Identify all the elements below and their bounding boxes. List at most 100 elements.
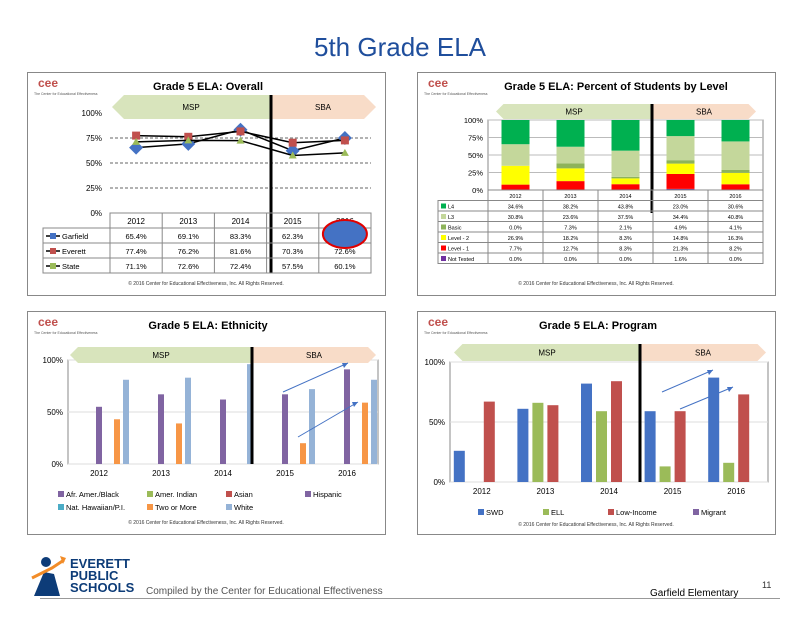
table-cell: 18.2% bbox=[563, 236, 579, 242]
category-label: 2013 bbox=[564, 194, 576, 200]
series-name: Basic bbox=[448, 226, 462, 232]
legend-marker bbox=[543, 509, 549, 515]
y-tick-label: 0% bbox=[433, 478, 445, 487]
sba-label: SBA bbox=[306, 351, 323, 360]
y-tick-label: 100% bbox=[43, 356, 63, 365]
bar bbox=[674, 411, 686, 482]
level-chart-panel: cee The Center for Educational Effectiven… bbox=[417, 72, 776, 296]
bar bbox=[517, 408, 529, 482]
logo-line-1: EVERETT bbox=[70, 556, 130, 571]
sba-label: SBA bbox=[696, 108, 713, 117]
table-cell: 7.3% bbox=[564, 226, 577, 232]
bar bbox=[708, 377, 720, 482]
overall-chart-panel: cee The Center for Educational Effectiven… bbox=[27, 72, 386, 296]
msp-arrow bbox=[454, 344, 640, 361]
table-cell: 8.3% bbox=[619, 247, 632, 253]
table-cell: 8.3% bbox=[619, 236, 632, 242]
overall-chart: cee The Center for Educational Effectiven… bbox=[34, 76, 376, 287]
data-point bbox=[184, 136, 193, 144]
stacked-bar-segment bbox=[556, 163, 585, 169]
table-cell: 62.3% bbox=[282, 232, 304, 241]
everett-logo-text: EVERETT PUBLIC SCHOOLS bbox=[70, 556, 134, 594]
cee-logo: cee bbox=[428, 315, 448, 329]
legend-marker bbox=[478, 509, 484, 515]
msp-arrow bbox=[496, 104, 652, 119]
page-title: 5th Grade ELA bbox=[314, 32, 486, 62]
table-cell: 60.1% bbox=[334, 262, 356, 271]
series-name: State bbox=[62, 262, 80, 271]
ethnicity-chart-panel: cee The Center for Educational Effectiven… bbox=[27, 311, 386, 535]
table-cell: 69.1% bbox=[178, 232, 200, 241]
series-name: Garfield bbox=[62, 232, 88, 241]
legend-marker bbox=[608, 509, 614, 515]
trend-arrowhead bbox=[352, 402, 358, 407]
cee-logo: cee bbox=[38, 315, 58, 329]
legend-marker bbox=[226, 491, 232, 497]
legend-marker bbox=[226, 504, 232, 510]
legend-marker bbox=[441, 203, 446, 209]
compiled-by: Compiled by the Center for Educational E… bbox=[146, 586, 383, 597]
bar bbox=[123, 379, 129, 464]
y-tick-label: 50% bbox=[47, 408, 63, 417]
y-tick-label: 0% bbox=[51, 460, 63, 469]
table-cell: 65.4% bbox=[125, 232, 147, 241]
category-label: 2013 bbox=[179, 217, 197, 226]
stacked-bar-segment bbox=[501, 120, 530, 145]
table-cell: 72.4% bbox=[230, 262, 252, 271]
stacked-bar-segment bbox=[611, 120, 640, 151]
data-point bbox=[236, 127, 245, 136]
bar bbox=[344, 369, 350, 464]
data-point bbox=[236, 136, 245, 144]
legend-label: Afr. Amer./Black bbox=[66, 490, 119, 499]
bar bbox=[176, 423, 182, 464]
table-cell: 23.0% bbox=[673, 205, 689, 211]
bar bbox=[309, 389, 315, 464]
table-cell: 0.0% bbox=[509, 257, 522, 263]
table-cell: 30.6% bbox=[728, 205, 744, 211]
bar bbox=[247, 364, 253, 464]
series-name: L4 bbox=[448, 205, 454, 211]
program-chart-panel: cee The Center for Educational Effectiven… bbox=[417, 311, 776, 535]
stacked-bar-segment bbox=[611, 176, 640, 179]
stacked-bar-segment bbox=[666, 163, 695, 174]
y-tick-label: 0% bbox=[472, 186, 483, 195]
highlight-oval bbox=[321, 219, 368, 249]
legend-marker bbox=[441, 235, 446, 240]
legend-label: Amer. Indian bbox=[155, 490, 197, 499]
category-label: 2012 bbox=[473, 487, 491, 496]
chart-title: Grade 5 ELA: Overall bbox=[153, 81, 263, 93]
legend-label: Low-Income bbox=[616, 508, 657, 517]
table-cell: 77.4% bbox=[125, 247, 147, 256]
bar bbox=[453, 450, 465, 482]
bar bbox=[738, 394, 750, 482]
series-name: L3 bbox=[448, 215, 454, 221]
y-tick-label: 75% bbox=[468, 134, 483, 143]
sba-label: SBA bbox=[695, 349, 712, 358]
y-tick-label: 25% bbox=[468, 169, 483, 178]
legend-marker bbox=[147, 504, 153, 510]
legend-marker bbox=[58, 504, 64, 510]
data-point bbox=[132, 131, 141, 140]
table-cell: 72.6% bbox=[334, 247, 356, 256]
legend-label: Migrant bbox=[701, 508, 727, 517]
stacked-bar-segment bbox=[721, 184, 750, 190]
sba-label: SBA bbox=[315, 103, 332, 112]
category-label: 2016 bbox=[338, 469, 356, 478]
table-cell: 81.6% bbox=[230, 247, 252, 256]
bar bbox=[611, 381, 622, 482]
stacked-bar-segment bbox=[721, 120, 750, 142]
bar bbox=[547, 405, 559, 482]
legend-marker bbox=[441, 245, 446, 251]
cee-logo: cee bbox=[38, 76, 58, 90]
table-cell: 8.2% bbox=[729, 247, 742, 253]
stacked-bar-segment bbox=[501, 165, 530, 185]
sba-arrow bbox=[652, 104, 756, 119]
bar bbox=[532, 402, 544, 482]
trend-arrow bbox=[679, 386, 734, 410]
bar bbox=[158, 394, 164, 464]
stacked-bar-segment bbox=[721, 169, 750, 173]
copyright-note: © 2016 Center for Educational Effectiven… bbox=[518, 521, 674, 528]
cee-logo: cee bbox=[428, 76, 448, 90]
msp-arrow bbox=[70, 347, 252, 363]
category-label: 2014 bbox=[600, 487, 618, 496]
